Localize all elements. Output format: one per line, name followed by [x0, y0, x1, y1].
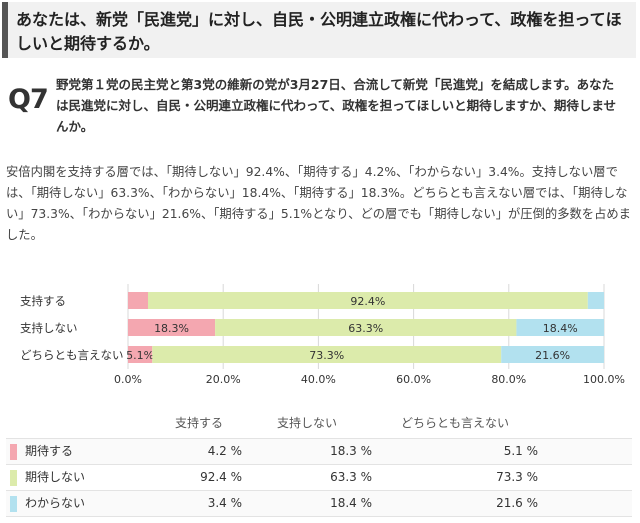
x-tick-label: 80.0%: [491, 373, 526, 386]
table-cell: 18.3 %: [242, 438, 372, 465]
table-header-row: 支持する 支持しない どちらとも言えない: [6, 408, 632, 439]
data-label: 73.3%: [309, 349, 344, 362]
table-cell: 3.4 %: [156, 490, 242, 517]
row-label: 期待しない: [25, 470, 86, 485]
table-cell: 21.6 %: [372, 490, 538, 517]
page-title: あなたは、新党「民進党」に対し、自民・公明連立政権に代わって、政権を担ってほしい…: [16, 10, 622, 53]
legend-swatch: [10, 443, 17, 460]
data-label: 63.3%: [348, 322, 383, 335]
legend-swatch: [10, 495, 17, 512]
category-label: 支持する: [20, 294, 66, 308]
legend-swatch: [10, 469, 17, 486]
page-header: あなたは、新党「民進党」に対し、自民・公明連立政権に代わって、政権を担ってほしい…: [2, 2, 636, 58]
data-label: 18.4%: [543, 322, 578, 335]
table-header: 支持する: [156, 408, 242, 439]
x-tick-label: 0.0%: [114, 373, 142, 386]
x-tick-label: 20.0%: [206, 373, 241, 386]
x-tick-label: 60.0%: [396, 373, 431, 386]
table-cell: 92.4 %: [156, 464, 242, 491]
stacked-bar-chart: 0.0% 20.0% 40.0% 60.0% 80.0% 100.0% 支持する 92.4% 支…: [20, 284, 625, 386]
table-cell: 4.2 %: [156, 438, 242, 465]
bar-segment: [215, 319, 517, 336]
data-label: 18.3%: [154, 322, 189, 335]
table-cell: 5.1 %: [372, 438, 538, 465]
data-label: 5.1%: [126, 349, 154, 362]
category-label: どちらとも言えない: [20, 348, 124, 362]
bar-segment: [128, 319, 216, 336]
table-row: 期待しない 92.4 % 63.3 % 73.3 %: [6, 464, 632, 491]
bar-segment: [147, 292, 588, 309]
bar-segment: [152, 346, 502, 363]
table-row: 期待する 4.2 % 18.3 % 5.1 %: [6, 438, 632, 465]
table-cell: 18.4 %: [242, 490, 372, 517]
question-text: 野党第１党の民主党と第3党の維新の党が3月27日、合流して新党「民進党」を結成し…: [56, 77, 617, 134]
row-label: わからない: [25, 496, 86, 511]
results-table: 支持する 支持しない どちらとも言えない 期待する 4.2 % 18.3 % 5…: [6, 408, 632, 517]
table-row: わからない 3.4 % 18.4 % 21.6 %: [6, 490, 632, 517]
bar-segment: [501, 346, 604, 363]
category-label: 支持しない: [20, 321, 78, 335]
bar-segment: [516, 319, 604, 336]
table-header: どちらとも言えない: [372, 408, 538, 439]
x-tick-label: 100.0%: [583, 373, 625, 386]
table-cell: 63.3 %: [242, 464, 372, 491]
table-header: 支持しない: [242, 408, 372, 439]
question-number: Q7: [8, 84, 49, 115]
x-tick-label: 40.0%: [301, 373, 336, 386]
bar-segment: [128, 292, 148, 309]
result-description: 安倍内閣を支持する層では、「期待しない」92.4%、「期待する」4.2%、「わか…: [6, 165, 631, 242]
bar-segment: [587, 292, 604, 309]
bar-segment: [128, 346, 153, 363]
data-label: 21.6%: [535, 349, 570, 362]
row-label: 期待する: [25, 444, 74, 459]
table-cell: 73.3 %: [372, 464, 538, 491]
data-label: 92.4%: [350, 295, 385, 308]
